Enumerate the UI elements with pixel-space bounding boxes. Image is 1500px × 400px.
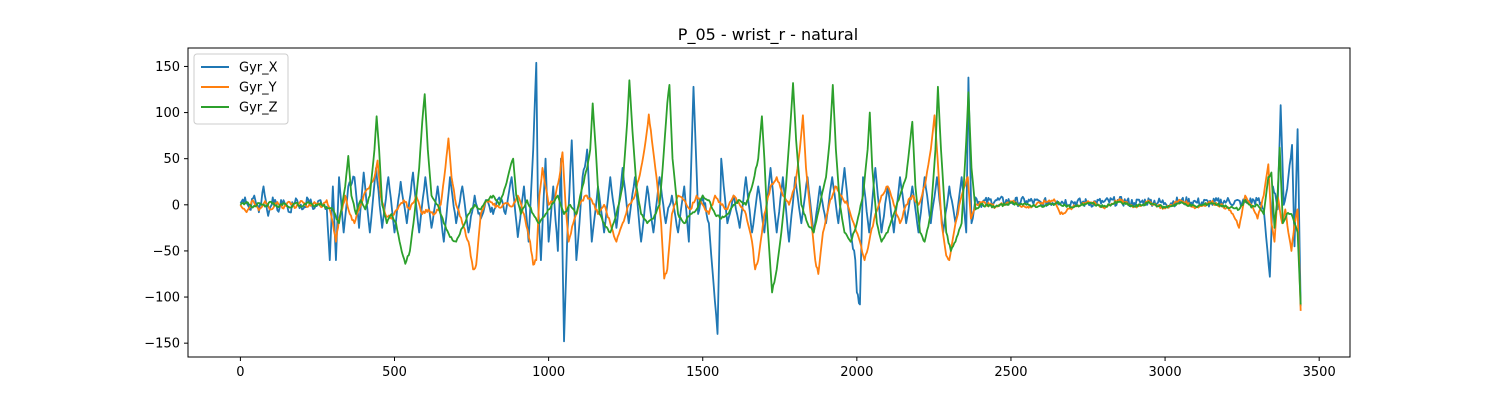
- x-tick-label: 1000: [532, 365, 565, 380]
- x-tick-label: 0: [236, 365, 244, 380]
- plot-frame: [187, 47, 1351, 358]
- y-tick-label: 50: [163, 152, 180, 167]
- x-tick-label: 2000: [840, 365, 873, 380]
- y-tick-label: 0: [172, 198, 180, 213]
- legend-label: Gyr_X: [239, 61, 278, 76]
- legend-label: Gyr_Z: [239, 101, 278, 116]
- x-axis: 0 500 1000 1500 2000 2500 3000 3500: [236, 357, 1336, 380]
- y-tick-label: 150: [155, 60, 180, 75]
- legend: Gyr_X Gyr_Y Gyr_Z: [193, 53, 289, 125]
- series-line-gyr-z: [239, 79, 1302, 305]
- y-tick-label: −100: [144, 291, 180, 306]
- series-layer: [239, 61, 1302, 343]
- series-line-gyr-x: [239, 61, 1302, 343]
- x-tick-label: 3500: [1303, 365, 1336, 380]
- y-tick-label: 100: [155, 106, 180, 121]
- chart-title: P_05 - wrist_r - natural: [678, 25, 858, 45]
- x-tick-label: 2500: [994, 365, 1027, 380]
- x-tick-label: 500: [382, 365, 407, 380]
- x-tick-label: 3000: [1149, 365, 1182, 380]
- y-tick-label: −150: [144, 337, 180, 352]
- y-axis: −150 −100 −50 0 50 100 150: [144, 60, 188, 352]
- legend-label: Gyr_Y: [239, 81, 277, 96]
- y-tick-label: −50: [153, 244, 180, 259]
- x-tick-label: 1500: [686, 365, 719, 380]
